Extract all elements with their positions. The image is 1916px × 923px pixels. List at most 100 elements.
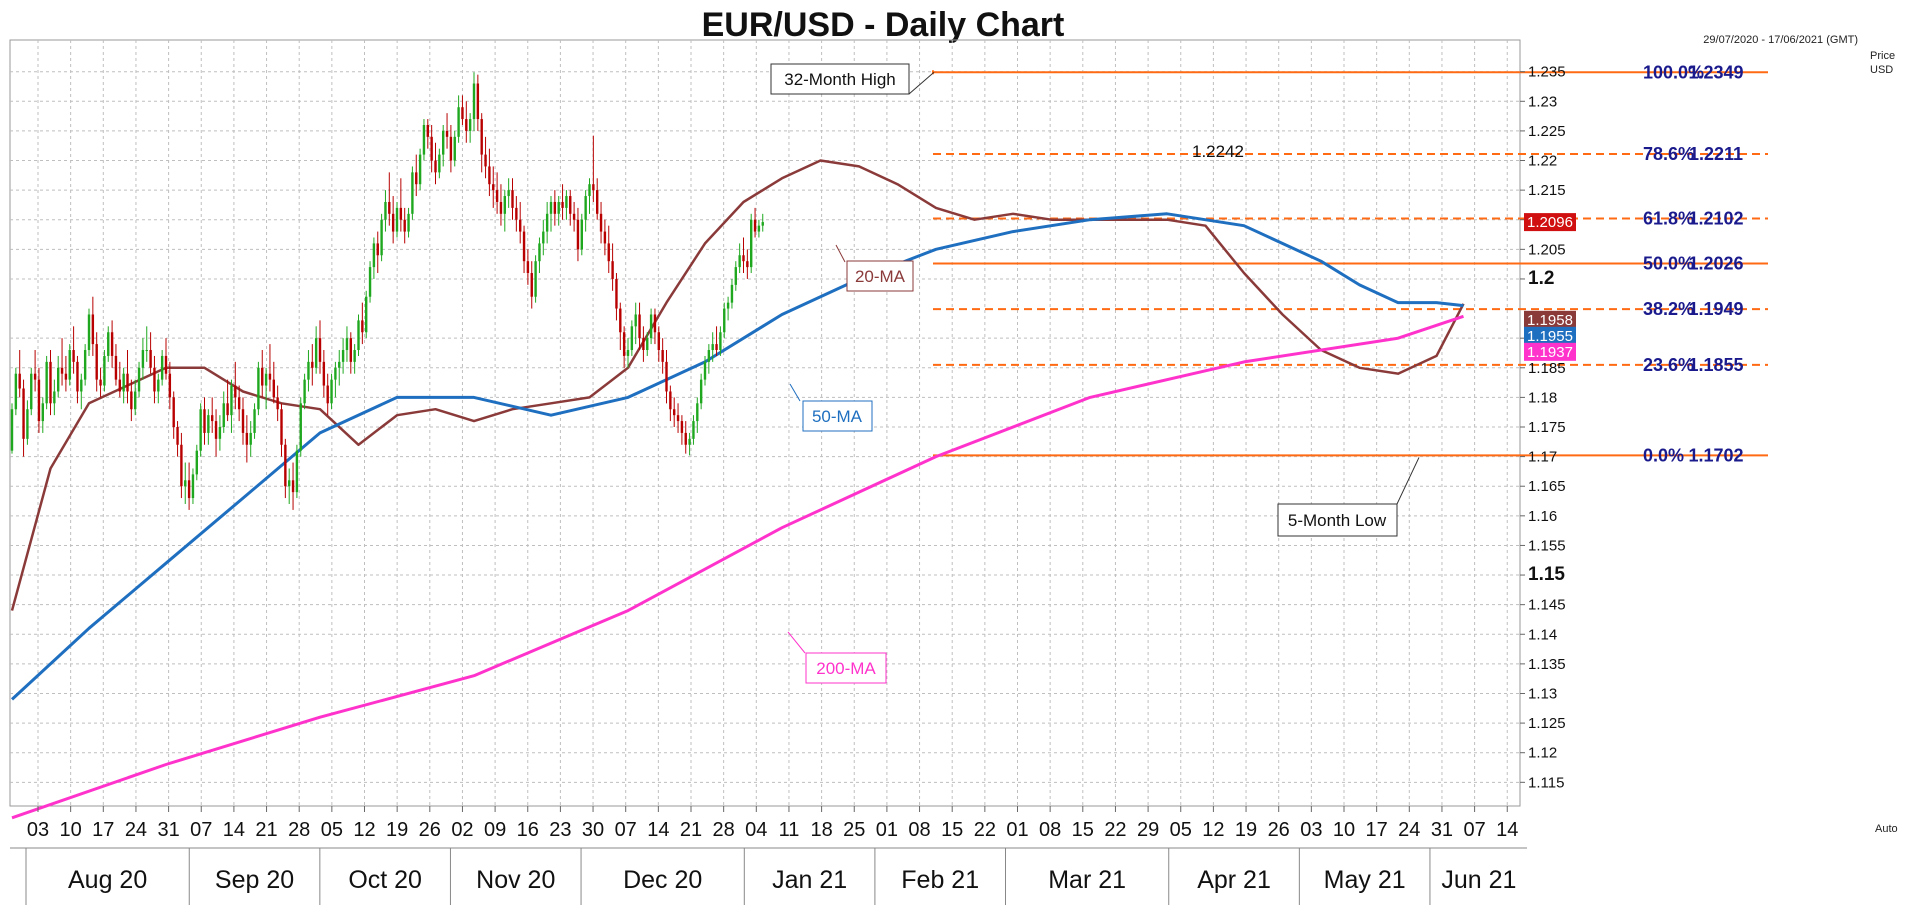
candle-body (761, 222, 764, 226)
candle (372, 237, 376, 279)
month-label: May 21 (1324, 866, 1406, 894)
month-label: Mar 21 (1048, 866, 1126, 894)
candle (53, 379, 56, 416)
candle-body (603, 231, 607, 244)
candle-body (538, 243, 541, 262)
candle-body (137, 367, 141, 392)
candle (68, 344, 71, 386)
candle-body (41, 403, 44, 422)
fibonacci-layer: 100.0%1.234978.6%1.221161.8%1.210250.0%1… (932, 62, 1768, 465)
candle (365, 290, 368, 339)
candle (638, 302, 641, 351)
y-tick-label: 1.15 (1528, 564, 1565, 585)
candle-body (49, 361, 52, 404)
candle-body (307, 361, 310, 380)
candle-body (680, 421, 684, 433)
price-badge-bg (1524, 310, 1576, 329)
candle (603, 219, 607, 256)
candle (45, 355, 48, 410)
candle-body (284, 444, 287, 487)
candle-body (515, 207, 518, 220)
candle-body (122, 373, 125, 392)
candle (746, 249, 749, 279)
x-tick-label: 08 (908, 819, 930, 841)
candle (311, 344, 314, 386)
candle-body (87, 314, 91, 351)
candle (80, 373, 83, 410)
y-tick-label: 1.135 (1528, 656, 1566, 673)
candle-body (203, 409, 206, 433)
candle-body (26, 409, 29, 439)
candle-body (746, 261, 749, 268)
candle (33, 350, 37, 392)
candle-body (184, 480, 187, 487)
candle-body (653, 314, 657, 333)
x-tick-label: 22 (1104, 819, 1126, 841)
candle-body (638, 314, 641, 339)
candle-body (484, 154, 487, 167)
candle (699, 373, 703, 410)
candle (303, 373, 306, 410)
candle-body (646, 338, 649, 351)
candle-body (584, 196, 587, 220)
candle (519, 201, 522, 244)
candle (83, 344, 87, 386)
candle (611, 243, 614, 291)
candle-body (757, 225, 761, 232)
x-tick-label: 11 (779, 819, 800, 841)
candle (607, 225, 610, 274)
price-badge-label: 1.1955 (1527, 328, 1573, 345)
month-label: Feb 21 (901, 866, 979, 894)
candle-body (295, 450, 299, 493)
x-tick-label: 24 (1398, 819, 1420, 841)
candle (761, 213, 764, 232)
candle (234, 361, 237, 410)
candle (584, 190, 587, 232)
candle (676, 403, 680, 433)
candle (253, 403, 256, 439)
candle (488, 148, 491, 197)
candle-body (114, 355, 118, 380)
candle (534, 255, 537, 303)
candle (707, 344, 711, 374)
candle (626, 338, 630, 368)
candle (511, 178, 514, 220)
candle-body (172, 397, 175, 427)
candle (280, 403, 283, 457)
candle-body (711, 344, 714, 351)
candle (688, 432, 691, 456)
candle-body (191, 474, 195, 499)
candle-body (630, 326, 634, 351)
x-tick-label: 26 (1268, 819, 1290, 841)
candle-body (10, 409, 14, 451)
candle (673, 397, 676, 427)
moving-average-layer (10, 159, 1465, 820)
candle-body (503, 196, 506, 214)
candle (522, 225, 526, 274)
candle (118, 361, 121, 398)
month-label: Jan 21 (772, 866, 847, 894)
candle (411, 166, 414, 220)
candle (403, 207, 406, 244)
x-tick-label: 30 (582, 819, 604, 841)
candle (391, 196, 395, 244)
candle (646, 332, 649, 356)
low-annotation-text: 5-Month Low (1288, 511, 1387, 530)
candle-body (738, 255, 741, 268)
candle (318, 320, 322, 374)
candle-body (438, 154, 441, 173)
candle-body (218, 427, 222, 439)
candle-body (534, 261, 537, 297)
x-tick-label: 31 (1431, 819, 1453, 841)
candle-body (338, 361, 341, 368)
candle (742, 237, 745, 274)
candle-body (261, 367, 264, 386)
candle-body (288, 480, 291, 487)
candle-body (418, 154, 422, 185)
candle (461, 95, 464, 125)
candle-body (303, 379, 306, 404)
date-range: 29/07/2020 - 17/06/2021 (GMT) (1703, 34, 1858, 46)
candle-body (619, 308, 622, 333)
candle (715, 326, 718, 356)
